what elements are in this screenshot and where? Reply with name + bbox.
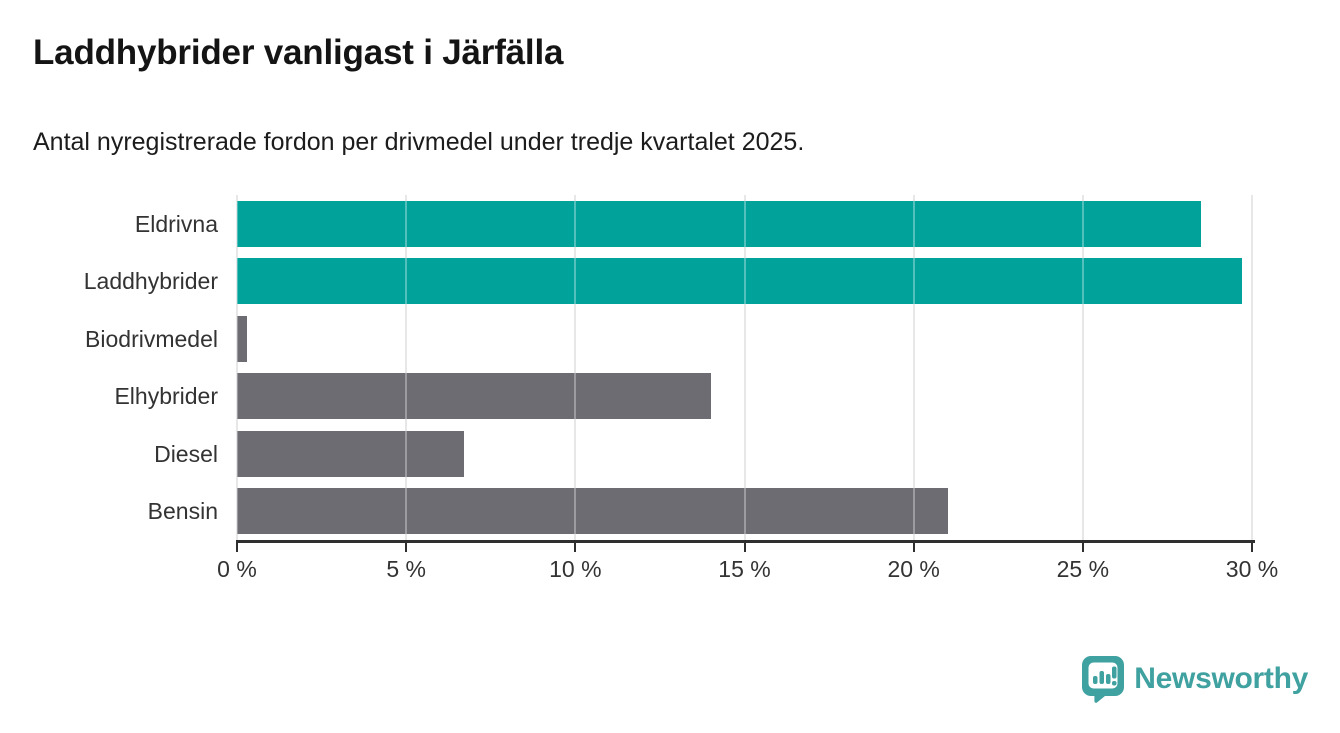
- gridline: [1251, 195, 1253, 540]
- x-axis-tick: [574, 543, 577, 552]
- newsworthy-logo-text: Newsworthy: [1134, 662, 1308, 695]
- category-label: Laddhybrider: [83, 268, 218, 295]
- category-label: Bensin: [147, 498, 218, 525]
- newsworthy-logo-icon: [1082, 656, 1125, 703]
- bar-laddhybrider: [237, 258, 1242, 305]
- category-label: Diesel: [154, 440, 218, 467]
- x-axis-tick: [236, 543, 238, 552]
- gridline-overlay: [1251, 195, 1253, 540]
- gridline: [236, 195, 238, 540]
- bar-eldrivna: [237, 200, 1202, 247]
- x-axis-tick-label: 25 %: [1056, 556, 1110, 582]
- x-axis-tick-label: 20 %: [887, 556, 940, 582]
- gridline: [574, 195, 577, 540]
- chart-title: Laddhybrider vanligast i Järfälla: [33, 33, 564, 72]
- gridline: [1081, 195, 1084, 540]
- gridline-overlay: [405, 195, 408, 540]
- x-axis-tick: [912, 543, 915, 552]
- x-axis-tick-label: 15 %: [718, 556, 771, 582]
- category-label: Elhybrider: [114, 383, 218, 410]
- gridline-overlay: [912, 195, 915, 540]
- newsworthy-logo: Newsworthy: [1081, 655, 1308, 703]
- x-axis-tick-label: 10 %: [549, 556, 602, 582]
- gridline: [743, 195, 746, 540]
- x-axis-tick: [1251, 543, 1253, 552]
- bar-bensin: [237, 488, 948, 535]
- x-axis-tick: [405, 543, 408, 552]
- x-axis-tick-label: 5 %: [386, 556, 426, 582]
- category-label: Eldrivna: [134, 210, 218, 237]
- bar-elhybrider: [237, 373, 711, 420]
- x-axis-tick: [1081, 543, 1084, 552]
- gridline-overlay: [236, 195, 238, 540]
- x-axis-tick-label: 30 %: [1225, 556, 1279, 582]
- bar-diesel: [237, 430, 464, 477]
- x-axis-tick-label: 0 %: [217, 556, 257, 582]
- bar-biodrivmedel: [237, 315, 248, 362]
- category-label: Biodrivmedel: [85, 325, 218, 352]
- gridline: [912, 195, 915, 540]
- x-axis-tick: [743, 543, 746, 552]
- gridline-overlay: [574, 195, 577, 540]
- x-axis-line: [236, 540, 1255, 543]
- gridline-overlay: [1081, 195, 1084, 540]
- gridline-overlay: [743, 195, 746, 540]
- gridline: [405, 195, 408, 540]
- chart-subtitle: Antal nyregistrerade fordon per drivmede…: [33, 128, 805, 156]
